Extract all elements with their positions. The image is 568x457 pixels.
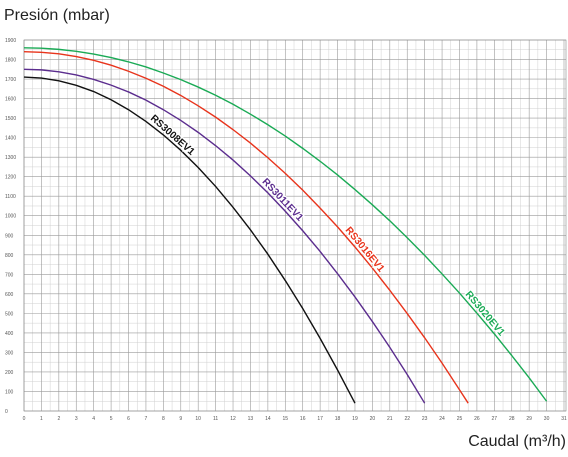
x-tick-label: 7 <box>145 416 148 422</box>
x-tick-label: 20 <box>370 416 376 422</box>
y-tick-label: 700 <box>5 272 14 278</box>
x-tick-label: 16 <box>300 416 306 422</box>
x-tick-label: 21 <box>387 416 393 422</box>
x-tick-label: 2 <box>57 416 60 422</box>
y-tick-label: 1700 <box>5 77 16 83</box>
x-tick-label: 3 <box>75 416 78 422</box>
x-tick-label: 27 <box>492 416 498 422</box>
x-tick-label: 12 <box>230 416 236 422</box>
x-tick-label: 8 <box>162 416 165 422</box>
x-tick-label: 9 <box>179 416 182 422</box>
y-tick-label: 300 <box>5 350 14 356</box>
y-tick-label: 900 <box>5 233 14 239</box>
x-tick-label: 10 <box>195 416 201 422</box>
y-tick-label: 200 <box>5 370 14 376</box>
x-tick-label: 6 <box>127 416 130 422</box>
x-tick-label: 31 <box>561 416 567 422</box>
x-tick-label: 29 <box>526 416 532 422</box>
x-tick-label: 30 <box>544 416 550 422</box>
curve <box>23 51 469 404</box>
x-tick-label: 28 <box>509 416 515 422</box>
y-tick-label: 100 <box>5 389 14 395</box>
x-axis-title: Caudal (m³/h) <box>468 433 566 450</box>
x-tick-label: 26 <box>474 416 480 422</box>
curve <box>23 47 548 402</box>
y-tick-label: 1900 <box>5 38 16 44</box>
y-tick-label: 1000 <box>5 214 16 220</box>
y-axis-title: Presión (mbar) <box>4 7 110 24</box>
x-tick-label: 23 <box>422 416 428 422</box>
x-tick-label: 1 <box>40 416 43 422</box>
x-tick-label: 22 <box>404 416 410 422</box>
y-tick-label: 800 <box>5 253 14 259</box>
x-tick-label: 13 <box>248 416 254 422</box>
x-tick-label: 0 <box>23 416 26 422</box>
x-tick-label: 11 <box>213 416 218 422</box>
y-tick-label: 400 <box>5 331 14 337</box>
x-tick-label: 15 <box>283 416 289 422</box>
y-tick-label: 1300 <box>5 155 16 161</box>
y-tick-label: 1800 <box>5 58 16 64</box>
y-tick-label: 1100 <box>5 194 16 200</box>
y-tick-label: 1600 <box>5 97 16 103</box>
y-tick-label: 600 <box>5 292 14 298</box>
y-tick-label: 1400 <box>5 136 16 142</box>
curve <box>23 68 426 404</box>
x-tick-label: 24 <box>439 416 445 422</box>
x-tick-label: 5 <box>110 416 113 422</box>
plot-frame <box>23 39 567 412</box>
x-tick-label: 17 <box>317 416 323 422</box>
y-tick-label: 0 <box>5 409 8 415</box>
x-tick-label: 25 <box>457 416 463 422</box>
y-tick-label: 1500 <box>5 116 16 122</box>
x-tick-label: 19 <box>352 416 358 422</box>
y-tick-label: 500 <box>5 311 14 317</box>
x-tick-label: 4 <box>92 416 95 422</box>
x-tick-label: 18 <box>335 416 341 422</box>
curve <box>23 76 356 404</box>
x-tick-label: 14 <box>265 416 271 422</box>
y-tick-label: 1200 <box>5 175 16 181</box>
